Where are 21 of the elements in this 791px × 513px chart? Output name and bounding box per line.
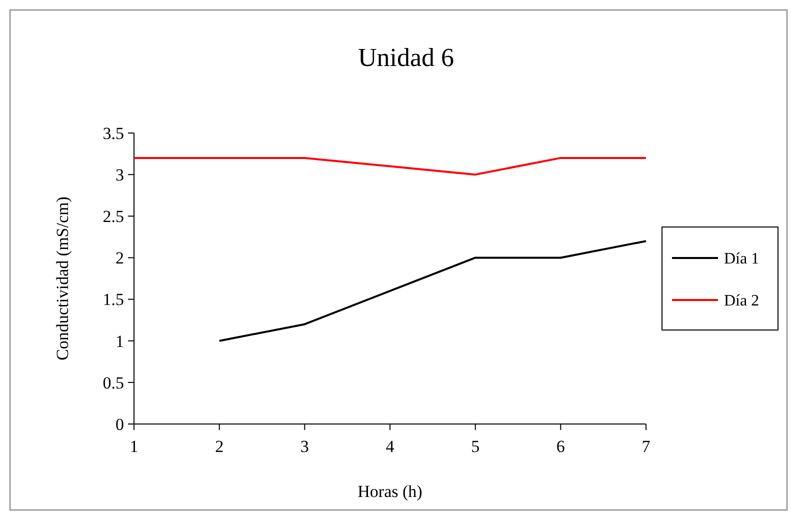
legend-label: Día 2 [724,292,760,310]
x-tick-label: 5 [471,437,480,456]
y-tick-label: 3.5 [102,124,124,143]
x-tick-label: 7 [642,437,651,456]
y-tick-label: 0.5 [102,373,124,392]
y-tick-label: 1 [116,332,124,351]
y-tick-label: 2 [116,248,124,268]
x-tick-label: 1 [130,437,138,456]
x-tick-label: 2 [215,437,224,456]
y-tick-label: 2.5 [102,207,124,226]
chart-title: Unidad 6 [358,43,454,72]
y-tick-label: 0 [116,414,124,434]
x-tick-label: 3 [300,437,309,456]
legend-label: Día 1 [724,250,760,268]
x-axis-title: Horas (h) [358,482,422,501]
y-axis-title: Conductividad (mS/cm) [53,196,72,360]
x-tick-label: 6 [556,437,565,456]
y-tick-label: 1.5 [102,290,124,310]
y-tick-label: 3 [116,166,124,185]
x-tick-label: 4 [386,437,395,456]
line-series [218,240,647,342]
